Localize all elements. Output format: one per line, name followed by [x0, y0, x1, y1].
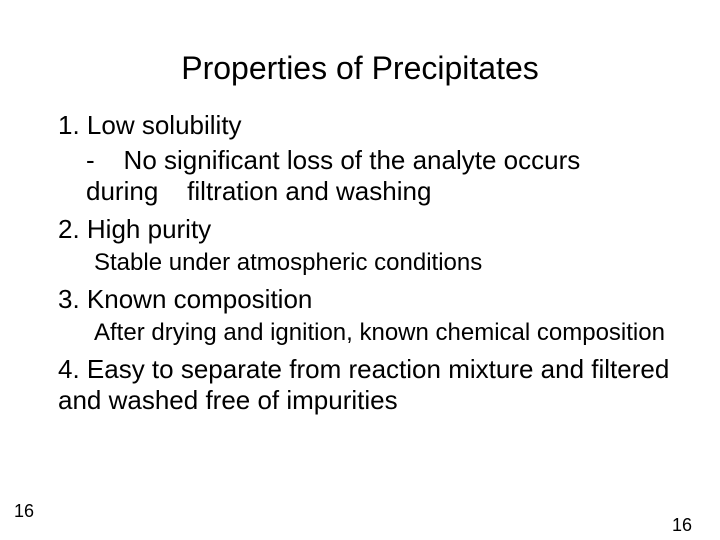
point-4: 4. Easy to separate from reaction mixtur…: [58, 354, 680, 416]
page-number-left: 16: [14, 501, 34, 522]
point-1: 1. Low solubility: [58, 110, 680, 141]
point-3-sub: After drying and ignition, known chemica…: [94, 319, 680, 348]
slide-title: Properties of Precipitates: [0, 50, 720, 87]
point-1-sub: - No significant loss of the analyte occ…: [86, 145, 680, 207]
slide-body: 1. Low solubility - No significant loss …: [58, 110, 680, 420]
page-number-right: 16: [672, 515, 692, 536]
point-2: 2. High purity: [58, 214, 680, 245]
point-3: 3. Known composition: [58, 284, 680, 315]
point-2-sub: Stable under atmospheric conditions: [94, 249, 680, 278]
slide: Properties of Precipitates 1. Low solubi…: [0, 0, 720, 540]
